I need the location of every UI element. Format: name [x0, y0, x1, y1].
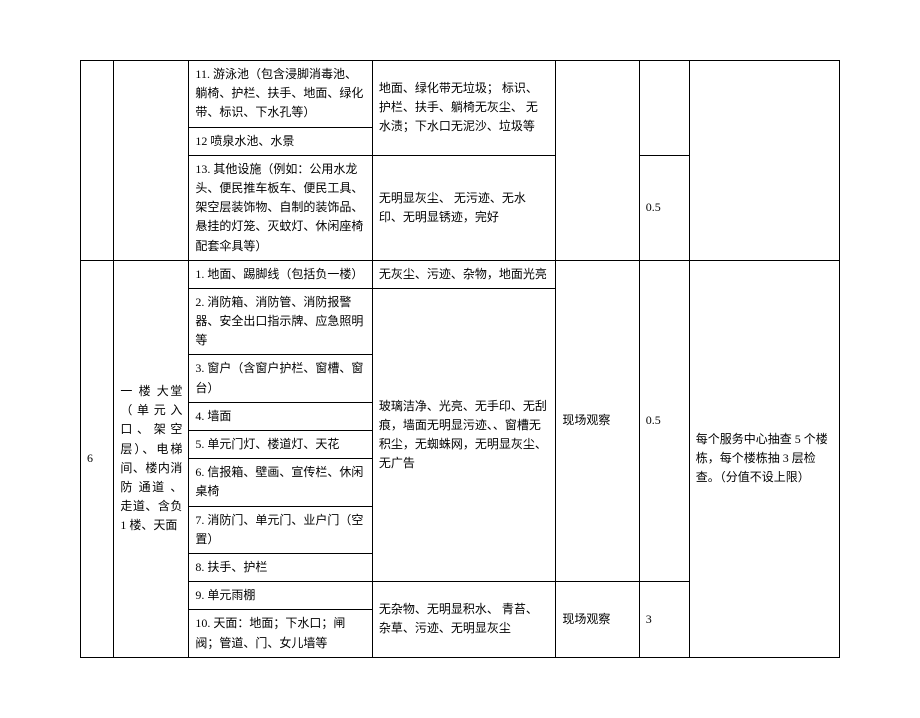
- cell-item: 9. 单元雨棚: [189, 582, 372, 610]
- cell-item: 12 喷泉水池、水景: [189, 127, 372, 155]
- cell-score: 3: [639, 582, 689, 658]
- cell-area-blank: [114, 61, 189, 261]
- inspection-table: 11. 游泳池（包含浸脚消毒池、躺椅、护栏、扶手、地面、绿化带、标识、下水孔等）…: [80, 60, 840, 658]
- cell-score: 0.5: [639, 260, 689, 581]
- table-row: 6 一 楼 大堂（单元入口、架空层）、电梯间、楼内消 防 通道 、 走道、含负1…: [81, 260, 840, 288]
- cell-seq: 6: [81, 260, 114, 657]
- cell-item: 13. 其他设施（例如：公用水龙头、便民推车板车、便民工具、架空层装饰物、自制的…: [189, 155, 372, 260]
- cell-item: 2. 消防箱、消防管、消防报警器、安全出口指示牌、应急照明等: [189, 288, 372, 355]
- cell-item: 7. 消防门、单元门、业户门（空置）: [189, 506, 372, 553]
- cell-standard: 无杂物、无明显积水、 青苔、杂草、污迹、无明显灰尘: [372, 582, 555, 658]
- cell-method: 现场观察: [556, 582, 639, 658]
- cell-item: 8. 扶手、护栏: [189, 553, 372, 581]
- table-row: 11. 游泳池（包含浸脚消毒池、躺椅、护栏、扶手、地面、绿化带、标识、下水孔等）…: [81, 61, 840, 128]
- cell-standard: 地面、绿化带无垃圾； 标识、护栏、扶手、躺椅无灰尘、 无水渍；下水口无泥沙、垃圾…: [372, 61, 555, 156]
- cell-area: 一 楼 大堂（单元入口、架空层）、电梯间、楼内消 防 通道 、 走道、含负1 楼…: [114, 260, 189, 657]
- cell-remark: 每个服务中心抽查 5 个楼栋，每个楼栋抽 3 层检查。（分值不设上限）: [689, 260, 839, 657]
- cell-item: 11. 游泳池（包含浸脚消毒池、躺椅、护栏、扶手、地面、绿化带、标识、下水孔等）: [189, 61, 372, 128]
- cell-standard: 无明显灰尘、 无污迹、无水印、无明显锈迹，完好: [372, 155, 555, 260]
- cell-item: 3. 窗户（含窗户护栏、窗槽、窗台）: [189, 355, 372, 402]
- cell-method-blank: [556, 61, 639, 261]
- cell-item: 5. 单元门灯、楼道灯、天花: [189, 431, 372, 459]
- cell-standard: 玻璃洁净、光亮、无手印、无刮痕，墙面无明显污迹、、窗槽无积尘，无蜘蛛网，无明显灰…: [372, 288, 555, 581]
- cell-item: 10. 天面：地面；下水口；闸阀；管道、门、女儿墙等: [189, 610, 372, 657]
- cell-item: 1. 地面、踢脚线（包括负一楼）: [189, 260, 372, 288]
- cell-item: 6. 信报箱、壁画、宣传栏、休闲桌椅: [189, 459, 372, 506]
- cell-score: 0.5: [639, 155, 689, 260]
- cell-method: 现场观察: [556, 260, 639, 581]
- cell-remark-blank: [689, 61, 839, 261]
- cell-item: 4. 墙面: [189, 402, 372, 430]
- cell-seq-blank: [81, 61, 114, 261]
- cell-score-blank: [639, 61, 689, 156]
- cell-standard: 无灰尘、污迹、杂物，地面光亮: [372, 260, 555, 288]
